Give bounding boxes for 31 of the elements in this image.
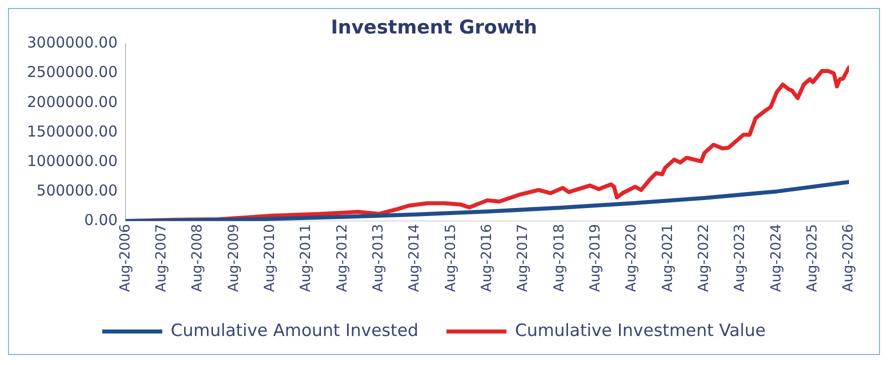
x-tick-label: Aug-2006 bbox=[117, 224, 134, 292]
y-tick-label: 1000000.00 bbox=[26, 152, 118, 170]
y-tick-label: 2000000.00 bbox=[26, 92, 118, 111]
legend-label: Cumulative Investment Value bbox=[514, 320, 766, 341]
x-tick-label: Aug-2017 bbox=[515, 224, 532, 292]
x-tick-label: Aug-2024 bbox=[768, 224, 784, 292]
x-tick-label: Aug-2013 bbox=[370, 224, 386, 292]
x-tick-label: Aug-2009 bbox=[226, 224, 242, 292]
x-tick-label: Aug-2018 bbox=[551, 224, 568, 292]
y-tick-label: 3000000.00 bbox=[26, 34, 118, 52]
x-tick-label: Aug-2019 bbox=[587, 224, 604, 292]
x-tick-label: Aug-2023 bbox=[732, 224, 748, 292]
x-tick-label: Aug-2021 bbox=[660, 224, 676, 292]
x-tick-label: Aug-2020 bbox=[624, 224, 640, 292]
y-tick-label: 0.00 bbox=[84, 210, 118, 229]
x-tick-label: Aug-2016 bbox=[479, 224, 496, 292]
x-tick-label: Aug-2025 bbox=[804, 224, 820, 292]
y-tick-label: 500000.00 bbox=[36, 181, 118, 200]
x-tick-label: Aug-2015 bbox=[442, 224, 459, 292]
x-tick-label: Aug-2011 bbox=[298, 224, 314, 292]
x-tick-label: Aug-2014 bbox=[406, 224, 423, 292]
x-tick-label: Aug-2012 bbox=[334, 224, 350, 292]
x-tick-label: Aug-2026 bbox=[840, 224, 857, 292]
x-tick-label: Aug-2008 bbox=[190, 224, 206, 292]
chart-title: Investment Growth bbox=[330, 16, 538, 38]
y-tick-label: 1500000.00 bbox=[26, 122, 118, 140]
x-tick-label: Aug-2022 bbox=[696, 224, 712, 292]
legend-label: Cumulative Amount Invested bbox=[170, 320, 418, 341]
x-tick-label: Aug-2010 bbox=[262, 224, 278, 292]
x-tick-label: Aug-2007 bbox=[153, 224, 170, 292]
y-tick-label: 2500000.00 bbox=[26, 63, 118, 82]
